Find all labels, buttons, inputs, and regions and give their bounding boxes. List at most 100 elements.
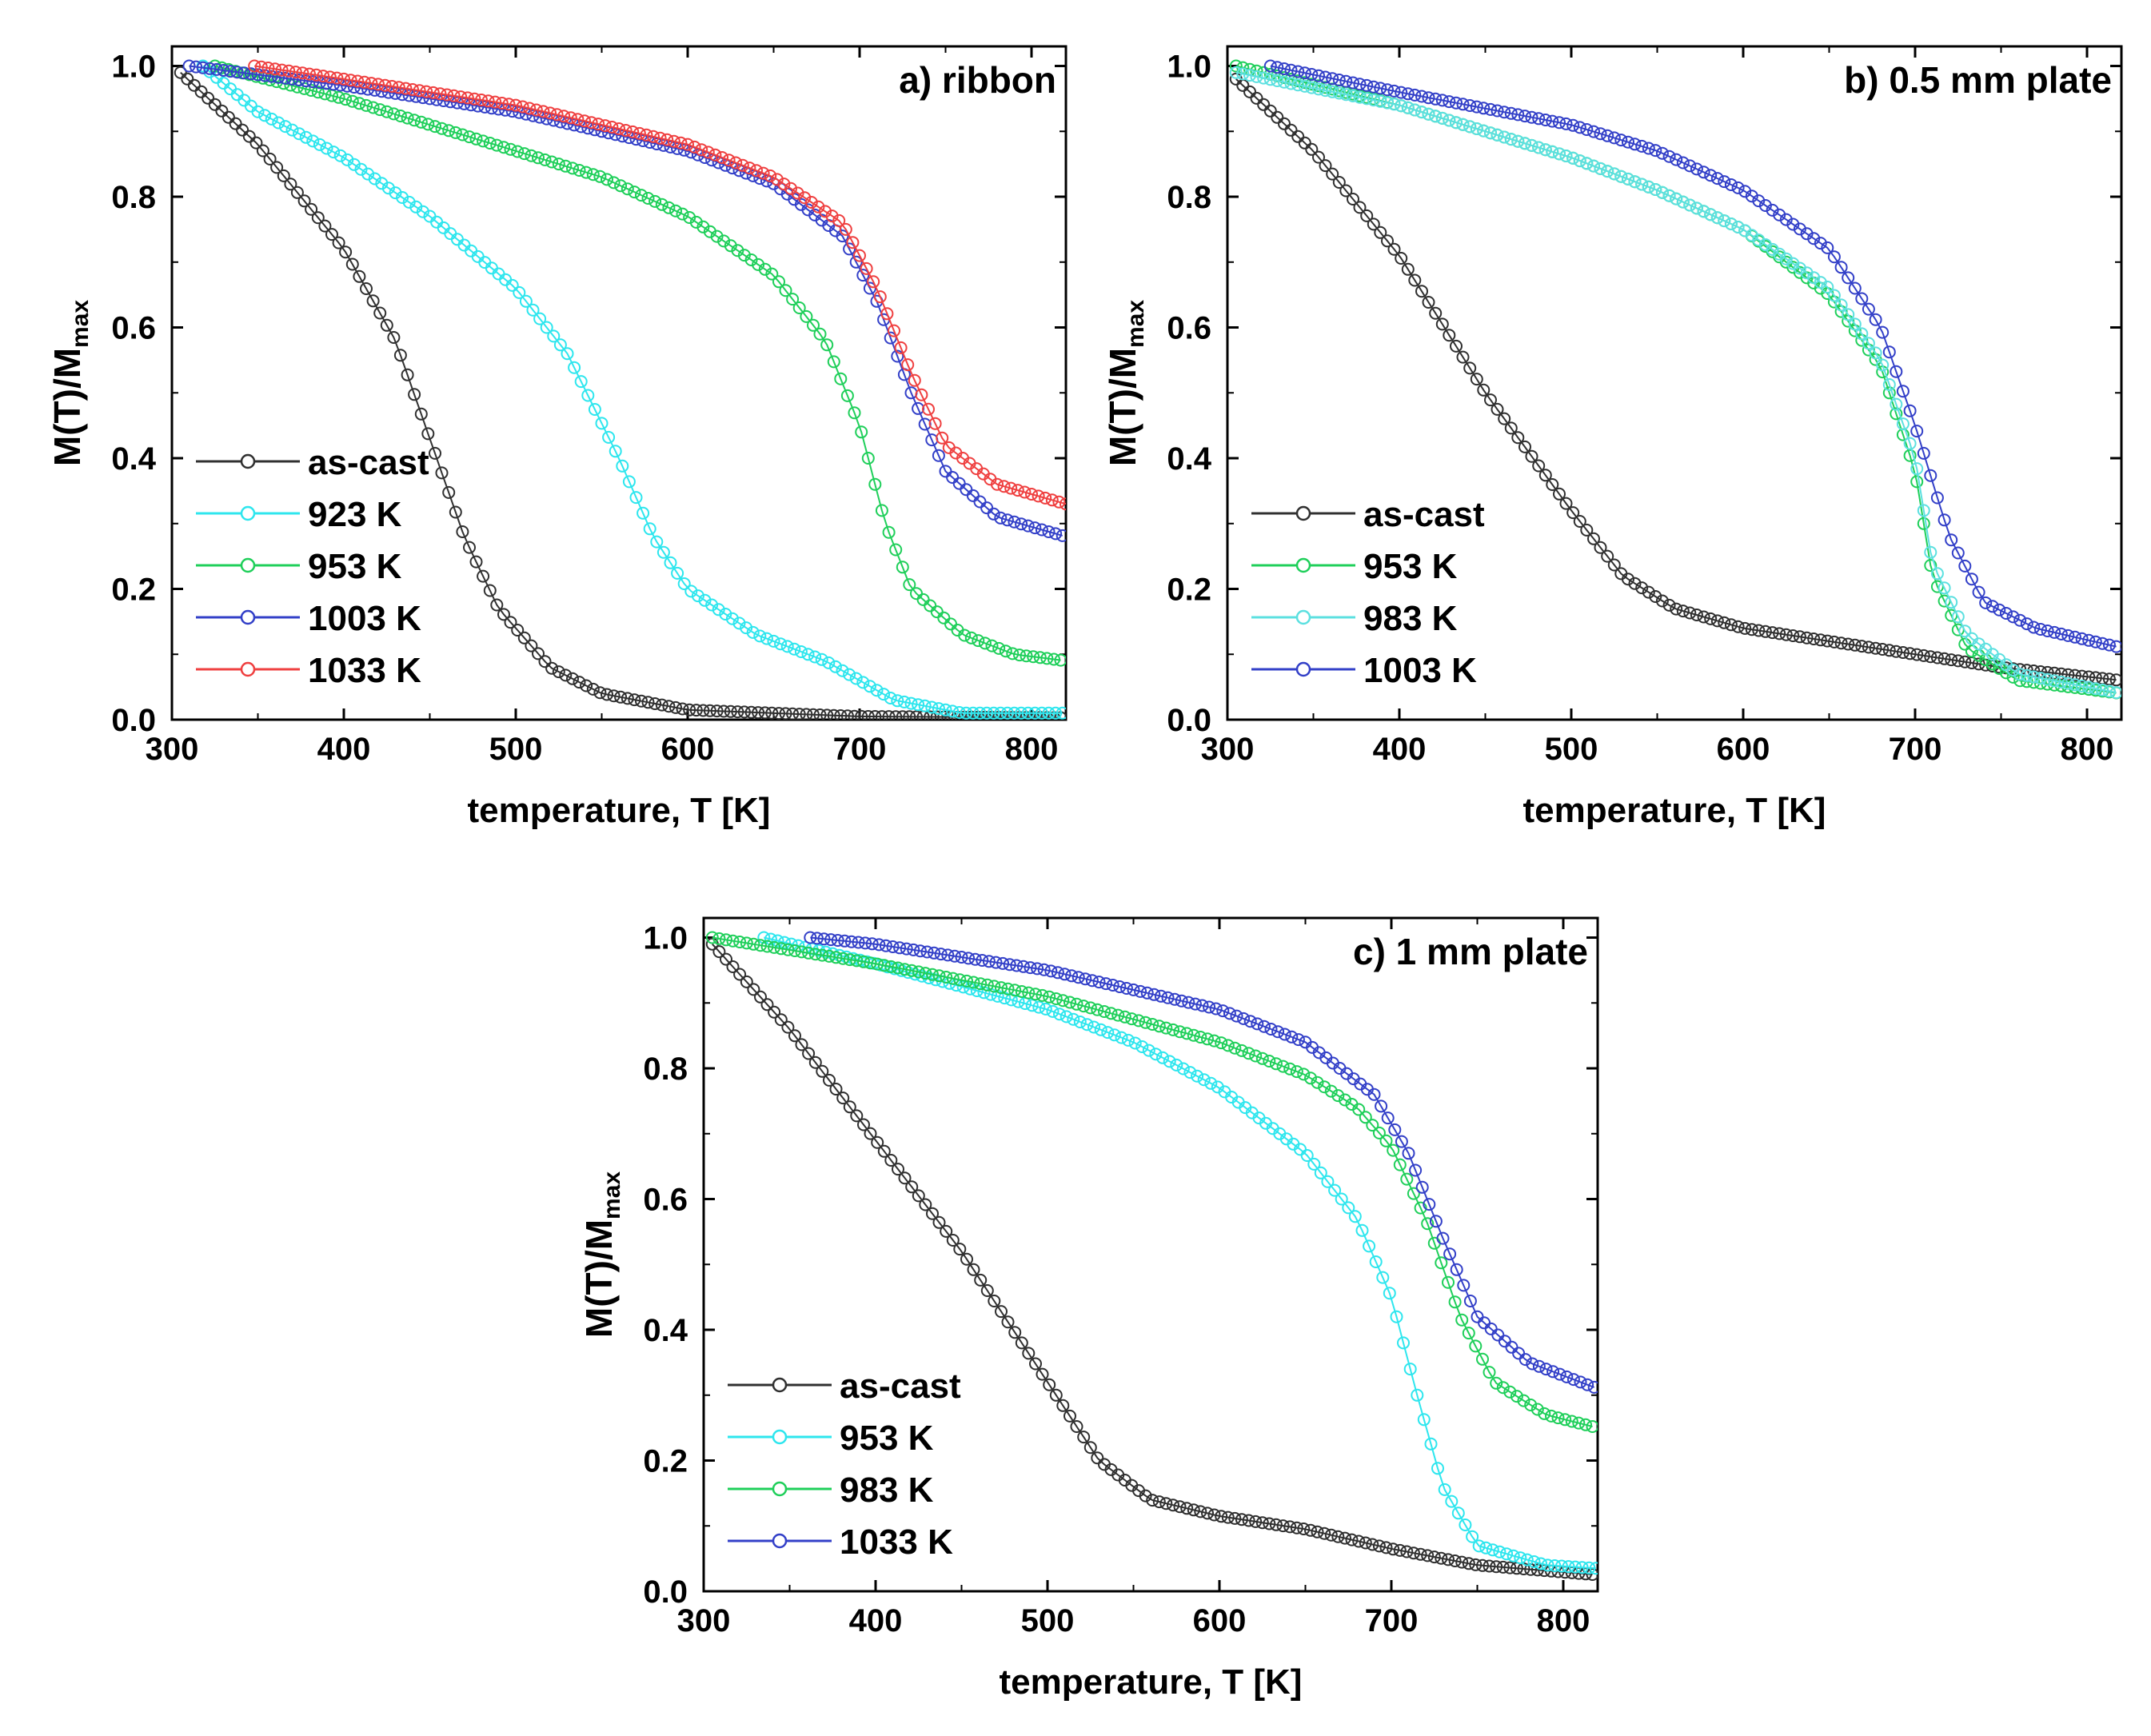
data-point [1466, 1530, 1479, 1543]
data-point [754, 990, 767, 1004]
data-point [1731, 221, 1745, 233]
data-point [463, 541, 476, 554]
data-point [2027, 670, 2041, 684]
data-point [1101, 1026, 1115, 1040]
data-point [1553, 116, 1566, 130]
data-point [733, 968, 747, 981]
data-point [1390, 1310, 1403, 1323]
data-point [1917, 649, 1930, 662]
data-point [1538, 114, 1552, 126]
data-point [966, 706, 980, 720]
data-point [366, 294, 380, 308]
data-point [2006, 663, 2020, 676]
data-point [573, 676, 586, 689]
data-point [2013, 668, 2027, 681]
data-point [1532, 141, 1546, 154]
data-point [823, 1073, 836, 1087]
series-line [1270, 65, 2117, 648]
data-point [578, 114, 591, 128]
data-point [1312, 150, 1325, 164]
data-point [832, 214, 846, 227]
data-point [1862, 302, 1875, 316]
data-point [1538, 143, 1552, 157]
data-point [1271, 74, 1284, 87]
data-point [1423, 1198, 1436, 1211]
data-point [717, 704, 731, 718]
data-point [861, 452, 875, 465]
data-point [272, 116, 285, 130]
data-point [660, 133, 674, 146]
data-point [2109, 686, 2121, 700]
data-point [912, 698, 925, 712]
data-point [849, 672, 863, 685]
data-point [1601, 165, 1614, 178]
data-point [1491, 104, 1504, 118]
data-point [293, 127, 306, 141]
data-point [1149, 1048, 1163, 1061]
data-point [489, 95, 502, 109]
data-point [948, 949, 961, 963]
data-point [1958, 625, 1972, 638]
data-point [1958, 655, 1972, 668]
data-point [1146, 1494, 1159, 1507]
data-point [381, 86, 395, 99]
data-point [1035, 706, 1048, 720]
data-point [1586, 1568, 1598, 1581]
data-point [1251, 1017, 1264, 1031]
data-point [904, 696, 918, 710]
data-point [1401, 87, 1415, 101]
data-point [1834, 261, 1848, 274]
data-point [1924, 469, 1937, 482]
data-point [1415, 106, 1428, 119]
data-point [1312, 69, 1325, 82]
data-point [1924, 545, 1937, 559]
data-point [1360, 78, 1374, 92]
data-point [1204, 1076, 1218, 1090]
data-point [1367, 217, 1380, 231]
data-point [2013, 613, 2027, 627]
data-point [1450, 339, 1463, 353]
data-point [1896, 417, 1910, 431]
data-point [1951, 546, 1965, 560]
data-point [1903, 449, 1917, 462]
data-point [1429, 306, 1443, 320]
data-point [1328, 1183, 1342, 1197]
x-tick-label: 800 [2061, 732, 2114, 767]
data-point [605, 121, 619, 134]
data-point [1559, 117, 1573, 130]
legend-marker [772, 1429, 788, 1445]
data-point [995, 981, 1008, 995]
data-point [1263, 104, 1277, 118]
data-point [1395, 86, 1408, 99]
data-point [710, 229, 724, 243]
data-point [254, 60, 268, 74]
data-point [736, 158, 749, 172]
data-point [1332, 74, 1346, 86]
data-point [1704, 612, 1718, 625]
data-point [1451, 1507, 1465, 1520]
data-point [1052, 495, 1066, 509]
data-point [877, 959, 891, 972]
data-point [1827, 289, 1841, 302]
data-point [1015, 706, 1028, 720]
data-point [1438, 1483, 1451, 1496]
data-point [1511, 108, 1525, 122]
data-point [791, 186, 804, 200]
data-point [849, 255, 863, 269]
data-point [622, 475, 636, 489]
data-point [855, 425, 868, 439]
data-point [1339, 88, 1353, 102]
legend-label: 953 K [308, 547, 402, 586]
data-point [1355, 1223, 1369, 1237]
data-point [1442, 1275, 1455, 1289]
data-point [1049, 527, 1063, 541]
data-point [275, 63, 289, 77]
data-point [962, 952, 976, 965]
data-point [1229, 59, 1243, 73]
data-point [1422, 91, 1435, 105]
data-point [1298, 136, 1311, 150]
data-point [1161, 991, 1175, 1004]
data-point [1091, 1451, 1104, 1465]
data-point [1001, 982, 1015, 996]
data-point [1028, 521, 1042, 535]
